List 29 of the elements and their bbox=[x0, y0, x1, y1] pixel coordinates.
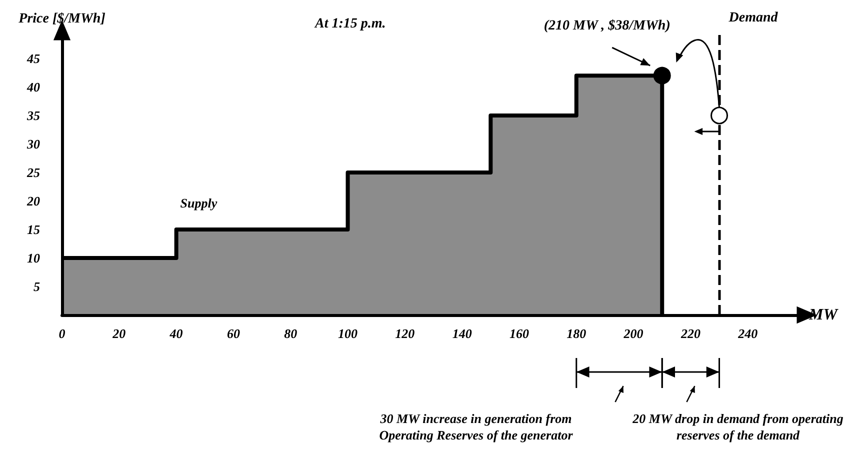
y-tick-label: 20 bbox=[26, 194, 40, 208]
y-axis-title: Price [$/MWh] bbox=[18, 12, 106, 26]
x-tick-label: 100 bbox=[338, 326, 358, 341]
y-tick-label: 10 bbox=[27, 250, 40, 266]
x-tick-label: 160 bbox=[509, 326, 530, 341]
text: 20 MW drop in demand from operating reserves of the demand bbox=[632, 411, 844, 442]
y-tick-label: 45 bbox=[26, 51, 40, 66]
x-tick-label: 180 bbox=[566, 326, 587, 341]
x-tick-label: 40 bbox=[168, 326, 184, 341]
x-tick-label: 80 bbox=[284, 326, 298, 341]
x-tick-label: 0 bbox=[58, 326, 66, 341]
x-tick-label: 140 bbox=[452, 326, 472, 341]
y-tick-label: 15 bbox=[27, 222, 40, 237]
x-tick-label: 120 bbox=[395, 326, 416, 341]
y-tick-label: 5 bbox=[34, 279, 40, 294]
text: 30 MW increase in generation from Operating Reserves of the generator bbox=[379, 411, 574, 442]
y-tick-label: 25 bbox=[26, 165, 40, 180]
y-tick-label: 35 bbox=[26, 108, 40, 123]
chart-title: At 1:15 p.m. bbox=[314, 16, 386, 32]
x-tick-label: 220 bbox=[680, 326, 701, 341]
x-tick-label: 200 bbox=[622, 326, 644, 341]
x-tick-label: 20 bbox=[112, 326, 126, 341]
y-tick-label: 40 bbox=[26, 80, 40, 94]
y-tick-label: 30 bbox=[26, 136, 40, 152]
x-tick-label: 60 bbox=[226, 326, 240, 341]
annotation: (210 MW , $38/MWh) bbox=[544, 18, 670, 34]
ref-line-label: Demand bbox=[728, 10, 779, 26]
x-tick-label: 240 bbox=[737, 326, 758, 341]
series-label: Supply bbox=[180, 196, 218, 210]
